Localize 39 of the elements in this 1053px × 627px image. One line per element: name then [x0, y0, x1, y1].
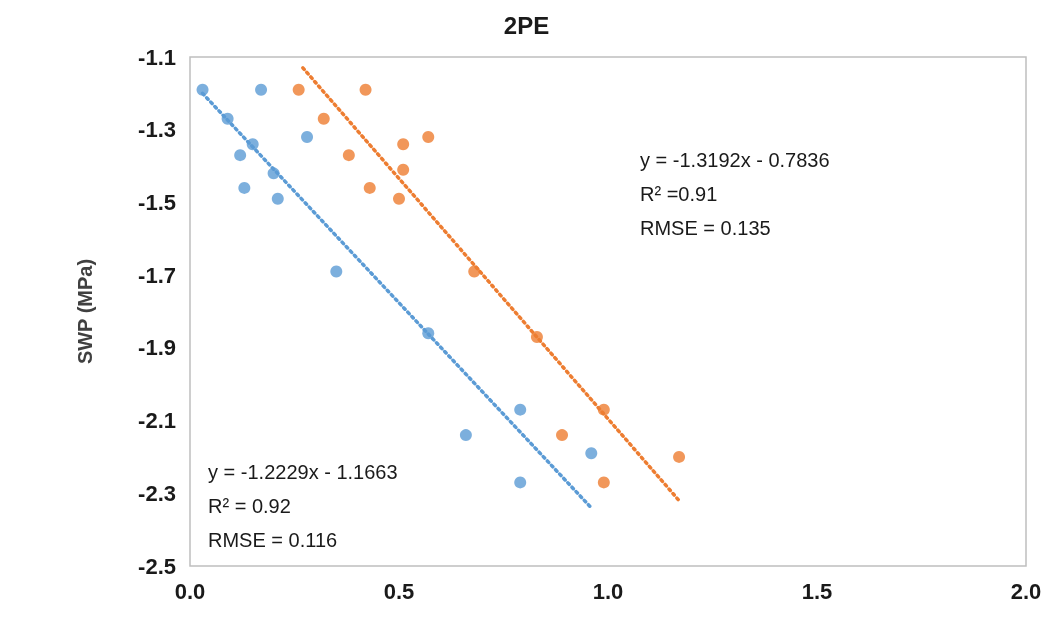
point [397, 138, 410, 151]
point [585, 447, 598, 460]
point [514, 476, 527, 489]
x-tick-label: 0.5 [383, 578, 415, 604]
point [359, 83, 372, 96]
point [330, 265, 343, 278]
point [459, 429, 472, 442]
point [238, 181, 251, 194]
point [271, 192, 284, 205]
point [597, 476, 610, 489]
y-tick-label: -1.3 [138, 117, 176, 143]
x-tick-label: 0.0 [174, 578, 206, 604]
y-tick-label: -1.9 [138, 335, 176, 361]
point [514, 403, 527, 416]
point [673, 450, 686, 463]
point [422, 130, 435, 143]
annotation: y = -1.2229x - 1.1663 R² = 0.92 RMSE = 0.116 [208, 461, 398, 551]
x-tick-label: 1.5 [801, 578, 833, 604]
x-tick-label: 2.0 [1010, 578, 1042, 604]
annotation: y = -1.3192x - 0.7836 R² =0.91 RMSE = 0.135 [640, 149, 830, 239]
y-axis-title: SWP (MPa) [74, 258, 96, 365]
point [234, 149, 247, 162]
point [397, 163, 410, 176]
point [317, 112, 330, 125]
y-tick-label: -2.1 [138, 408, 176, 434]
point [363, 181, 376, 194]
point [292, 83, 305, 96]
y-tick-label: -1.1 [138, 44, 176, 70]
y-tick-label: -2.3 [138, 480, 176, 506]
point [342, 149, 355, 162]
chart-title: 2PE [503, 11, 550, 39]
point [255, 83, 268, 96]
point [301, 130, 314, 143]
x-tick-label: 1.0 [592, 578, 624, 604]
y-tick-label: -2.5 [138, 553, 176, 579]
point [556, 429, 569, 442]
y-tick-label: -1.7 [138, 262, 176, 288]
y-tick-label: -1.5 [138, 189, 176, 215]
point [393, 192, 405, 205]
